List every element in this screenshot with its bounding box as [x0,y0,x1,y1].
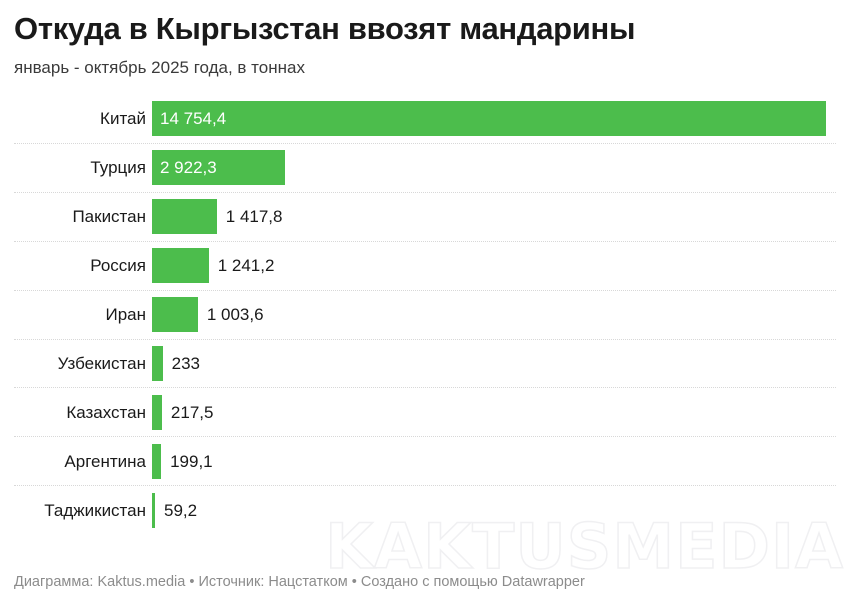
bar-track: 2 922,3 [152,144,836,192]
bar-row: Иран 1 003,6 [14,289,836,339]
bar-value-label: 14 754,4 [160,109,227,129]
bar-row: Казахстан 217,5 [14,387,836,436]
bar-row: Таджикистан 59,2 [14,485,836,534]
bar-category-label: Казахстан [66,402,146,422]
bar-value-label: 233 [171,354,201,373]
bar-track: 217,5 [152,388,836,436]
bar-row: Турция 2 922,3 [14,143,836,192]
bar-category-label: Иран [105,305,146,325]
bar-track: 1 417,8 [152,193,836,241]
page-title: Откуда в Кыргызстан ввозят мандарины [14,11,636,46]
bar-category-label: Аргентина [64,451,146,471]
bar-value-label: 1 003,6 [206,305,264,325]
bar-track: 1 241,2 [152,242,836,290]
bar-row: Россия 1 241,2 [14,240,836,290]
bar-category-label: Узбекистан [57,354,146,373]
bar-row: Узбекистан 233 [14,338,836,388]
bar[interactable] [152,443,162,479]
bar[interactable]: 2 922,3 [152,150,286,186]
bar-value-label: 1 241,2 [217,256,275,276]
bar-row: Китай 14 754,4 [14,94,836,143]
bar-value-label: 199,1 [170,451,213,471]
bar-value-label: 1 417,8 [225,207,283,227]
bar[interactable] [152,394,162,430]
bar[interactable]: 14 754,4 [152,101,826,137]
bar[interactable] [152,346,163,381]
bar-row: Пакистан 1 417,8 [14,191,836,241]
bar-category-label: Китай [100,109,146,129]
bar-track: 233 [152,340,836,388]
bar[interactable] [152,248,209,284]
chart-header: Откуда в Кыргызстан ввозят мандарины янв… [14,0,836,78]
bar[interactable] [152,297,198,333]
bar-category-label: Турция [90,158,146,178]
bar-chart-plot: Китай 14 754,4 Турция 2 922,3 Пакистан 1 417,… [14,94,836,534]
bar-category-label: Россия [90,256,146,276]
bar-value-label: 217,5 [170,402,214,422]
bar-value-label: 2 922,3 [160,158,217,178]
chart-footer-credit: Диаграмма: Kaktus.media • Источник: Нацс… [14,573,585,590]
bar-track: 14 754,4 [152,94,836,143]
bar-track: 1 003,6 [152,291,836,339]
bar[interactable] [152,199,217,235]
bar-category-label: Таджикистан [44,500,146,520]
bar-row: Аргентина 199,1 [14,436,836,485]
bar-track: 199,1 [152,437,836,485]
bar-category-label: Пакистан [72,207,146,227]
bar-track: 59,2 [152,486,836,534]
bar[interactable] [152,492,155,528]
chart-subtitle: январь - октябрь 2025 года, в тоннах [14,57,305,77]
bar-value-label: 59,2 [164,500,198,520]
